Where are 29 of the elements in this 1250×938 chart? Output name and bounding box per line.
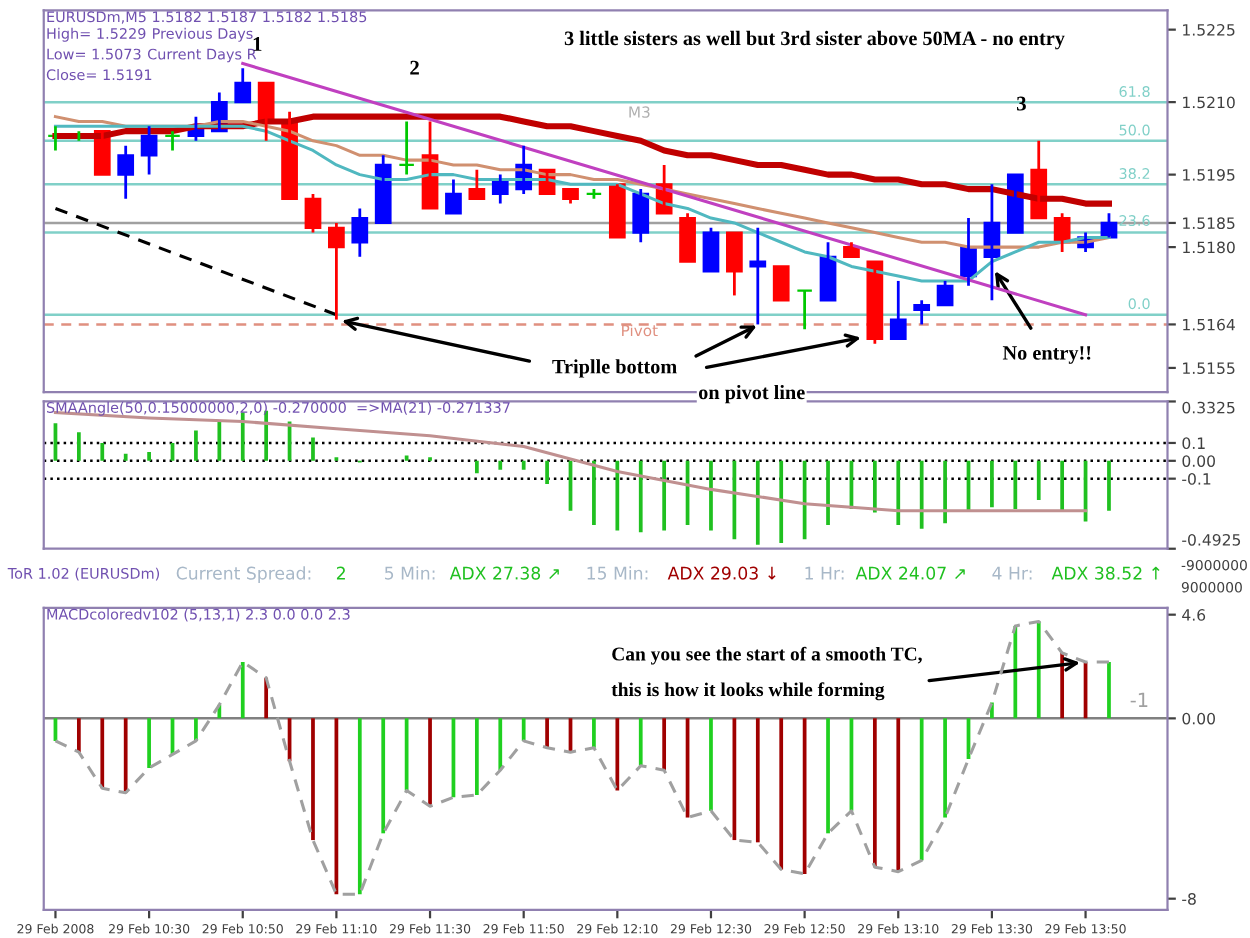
line-series — [53, 619, 1111, 896]
candlestick — [796, 289, 813, 331]
candlestick — [93, 129, 111, 177]
candlestick — [608, 182, 626, 239]
text: ADX 24.07 ↗ — [855, 566, 965, 580]
text: Current Spread: — [176, 566, 311, 583]
candlestick — [398, 120, 415, 177]
text: 1 Hr: — [805, 566, 844, 580]
text: 4 Hr: — [992, 566, 1032, 580]
text: ADX 27.38 ↗ — [449, 566, 559, 580]
annotation: on pivot line — [698, 384, 805, 404]
text: 2 — [336, 566, 345, 580]
annotation: Triplle bottom — [552, 359, 677, 378]
annotation: this is how it looks while forming — [611, 682, 885, 701]
annotation: Can you see the start of a smooth TC, — [612, 646, 922, 665]
text: ADX 29.03 ↓ — [667, 566, 776, 580]
candlestick — [1006, 173, 1024, 234]
text: 5 Min: — [385, 566, 435, 580]
annotation: 3 little sisters as well but 3rd sister above 50MA - no entry — [564, 30, 1065, 50]
annotation: 1 — [253, 37, 262, 51]
annotation: 3 — [1016, 96, 1026, 111]
annotation: -1 — [1130, 692, 1148, 707]
candlestick — [772, 265, 790, 302]
candlestick — [749, 226, 767, 326]
annotation: 2 — [410, 60, 419, 75]
text: ADX 38.52 ↑ — [1051, 566, 1160, 580]
candlestick — [164, 129, 181, 152]
annotation: No entry!! — [1002, 346, 1091, 364]
text: 15 Min: — [587, 566, 648, 580]
